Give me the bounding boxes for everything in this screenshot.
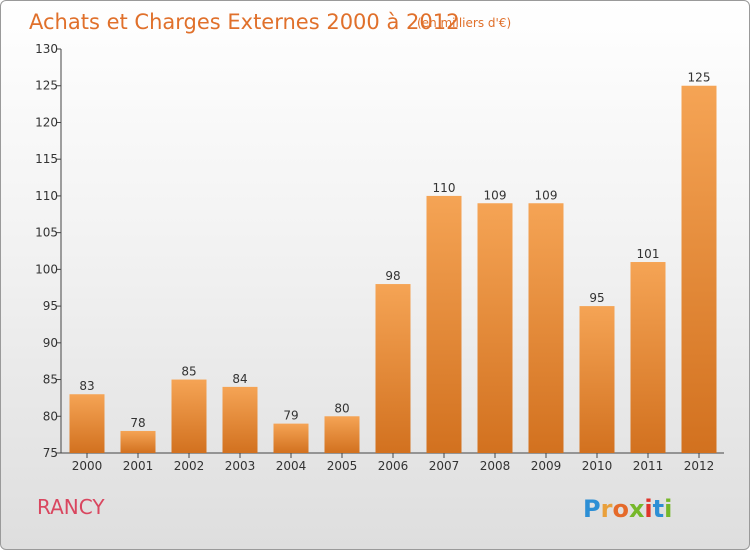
x-tick-label: 2009 (531, 459, 562, 473)
y-tick-label: 100 (35, 262, 58, 276)
bar-2011 (630, 262, 666, 453)
y-tick-label: 115 (35, 152, 58, 166)
commune-name: RANCY (37, 495, 105, 519)
bar-value-label: 110 (433, 181, 456, 195)
bar-value-label: 101 (637, 247, 660, 261)
bar-value-label: 85 (181, 365, 196, 379)
x-tick-label: 2012 (684, 459, 715, 473)
x-tick-label: 2002 (174, 459, 205, 473)
x-tick-label: 2000 (72, 459, 103, 473)
bar-2001 (120, 430, 156, 453)
x-tick-label: 2008 (480, 459, 511, 473)
y-ticks: 75 80 85 90 95 100 105 110 115 120 125 130 (35, 42, 61, 460)
bar-2004 (273, 423, 309, 453)
x-tick-label: 2001 (123, 459, 154, 473)
bar-value-label: 80 (334, 401, 349, 415)
y-tick-label: 125 (35, 79, 58, 93)
x-tick-label: 2011 (633, 459, 664, 473)
x-tick-label: 2010 (582, 459, 613, 473)
y-tick-label: 105 (35, 226, 58, 240)
y-tick-label: 120 (35, 115, 58, 129)
x-tick-label: 2005 (327, 459, 358, 473)
y-tick-label: 130 (35, 42, 58, 56)
x-ticks: 2000 2001 2002 2003 2004 2005 2006 2007 2008 2009… (72, 453, 715, 473)
x-tick-label: 2006 (378, 459, 409, 473)
bar-2007 (426, 195, 462, 453)
bar-2006 (375, 284, 411, 453)
bar-2005 (324, 416, 360, 453)
bar-value-label: 125 (688, 71, 711, 85)
bar-2012 (681, 85, 717, 454)
bar-value-label: 109 (535, 188, 558, 202)
chart-title: Achats et Charges Externes 2000 à 2012 (29, 10, 459, 34)
bar-value-label: 83 (79, 379, 94, 393)
bar-2010 (579, 306, 615, 453)
chart-subtitle: (en milliers d'€) (417, 16, 511, 30)
x-tick-label: 2004 (276, 459, 307, 473)
bar-2003 (222, 386, 258, 453)
bar-value-label: 78 (130, 416, 145, 430)
y-tick-label: 95 (43, 299, 58, 313)
bar-value-label: 79 (283, 409, 298, 423)
bar-2000 (69, 394, 105, 453)
bar-2002 (171, 379, 207, 453)
bar-value-label: 84 (232, 372, 247, 386)
x-tick-label: 2003 (225, 459, 256, 473)
bar-value-label: 95 (589, 291, 604, 305)
bar-value-label: 109 (484, 188, 507, 202)
y-tick-label: 80 (43, 409, 58, 423)
y-tick-label: 110 (35, 189, 58, 203)
x-tick-label: 2007 (429, 459, 460, 473)
y-tick-label: 90 (43, 336, 58, 350)
bar-2009 (528, 203, 564, 453)
bar-2008 (477, 203, 513, 453)
y-tick-label: 85 (43, 373, 58, 387)
bars: 83 78 85 84 79 80 98 110 109 109 95 101 125 (69, 71, 717, 454)
bar-value-label: 98 (385, 269, 400, 283)
y-tick-label: 75 (43, 446, 58, 460)
proxiti-logo: Proxiti (583, 495, 672, 523)
